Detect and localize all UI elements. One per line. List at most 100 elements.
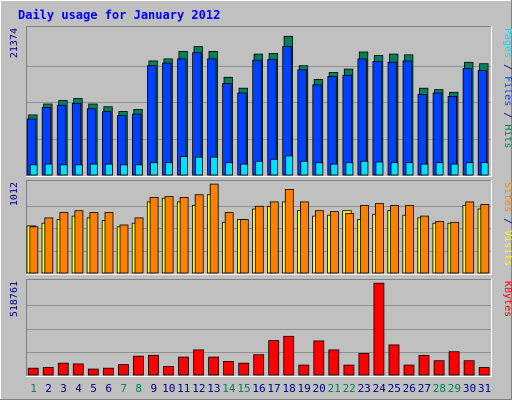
bar-files-day-14	[222, 83, 232, 176]
hits-ymax-label: 21374	[9, 28, 20, 58]
bar-sites-day-16	[254, 205, 264, 274]
bar-kbytes-day-21	[328, 349, 340, 376]
bar-files-day-22	[342, 74, 352, 176]
bar-kbytes-day-20	[313, 340, 325, 376]
bar-pages-day-20	[315, 162, 324, 176]
bar-sites-day-28	[435, 220, 445, 274]
bar-files-day-27	[417, 94, 427, 176]
chart-title: Daily usage for January 2012	[18, 8, 220, 22]
bar-files-day-16	[252, 59, 262, 176]
bar-kbytes-day-3	[57, 362, 69, 376]
bar-pages-day-27	[420, 163, 429, 176]
bar-sites-day-7	[119, 224, 129, 274]
bar-sites-day-22	[345, 212, 354, 274]
x-tick-label-day-7: 7	[120, 382, 127, 395]
bar-pages-day-21	[330, 163, 339, 176]
x-tick-label-day-31: 31	[478, 382, 491, 395]
visits-series-label-part-2: Visits	[502, 230, 512, 266]
bar-files-day-24	[372, 61, 382, 176]
x-tick-label-day-10: 10	[162, 382, 175, 395]
bar-sites-day-13	[209, 183, 219, 274]
bar-sites-day-10	[164, 196, 174, 274]
bar-pages-day-5	[89, 163, 98, 176]
bar-pages-day-23	[360, 160, 369, 176]
bar-kbytes-day-13	[208, 356, 220, 376]
bar-pages-day-18	[285, 155, 294, 176]
bar-sites-day-5	[89, 212, 99, 274]
bar-sites-day-15	[239, 219, 249, 274]
bar-sites-day-6	[104, 212, 114, 274]
x-tick-label-day-20: 20	[312, 382, 325, 395]
x-tick-label-day-8: 8	[135, 382, 142, 395]
bar-pages-day-26	[405, 162, 414, 176]
x-tick-label-day-30: 30	[463, 382, 476, 395]
bar-kbytes-day-1	[27, 367, 39, 376]
bar-files-day-23	[357, 58, 367, 176]
bar-files-day-29	[447, 96, 458, 176]
bar-pages-day-10	[165, 162, 173, 176]
bar-pages-day-24	[375, 161, 384, 176]
bar-kbytes-day-25	[388, 344, 400, 376]
bar-pages-day-19	[300, 160, 309, 176]
x-tick-label-day-21: 21	[328, 382, 341, 395]
bar-sites-day-4	[74, 210, 84, 274]
bar-sites-day-12	[194, 194, 204, 274]
hits-series-label-part-2: Files	[502, 76, 512, 106]
x-tick-label-day-14: 14	[222, 382, 236, 395]
bar-pages-day-17	[270, 158, 279, 176]
visits-series-label-part-0: Sites	[502, 182, 512, 212]
bar-pages-day-11	[180, 156, 188, 176]
x-tick-label-day-27: 27	[418, 382, 431, 395]
bar-sites-day-29	[450, 221, 460, 274]
bar-pages-day-28	[435, 162, 444, 176]
bar-pages-day-4	[74, 164, 83, 176]
panel-hits: 21374 Pages / Files / Hits	[9, 26, 512, 177]
bar-kbytes-day-27	[418, 354, 430, 376]
bar-sites-day-11	[179, 196, 189, 274]
bar-files-day-12	[192, 52, 202, 176]
bar-pages-day-12	[195, 156, 204, 176]
x-tick-label-day-9: 9	[150, 382, 157, 395]
bar-kbytes-day-11	[178, 356, 189, 376]
bar-pages-day-1	[29, 164, 38, 176]
bar-sites-day-25	[390, 204, 400, 274]
bar-files-day-21	[327, 76, 337, 176]
bar-kbytes-day-26	[403, 364, 415, 376]
kbytes-series-label: KBytes	[502, 281, 512, 317]
x-tick-label-day-22: 22	[343, 382, 356, 395]
panel-kbytes: 518761 KBytes	[9, 279, 512, 377]
bar-kbytes-day-10	[163, 365, 174, 376]
bar-pages-day-22	[345, 162, 354, 176]
bar-kbytes-day-16	[253, 354, 265, 376]
bar-sites-day-19	[299, 201, 309, 274]
kbytes-ymax-label: 518761	[9, 281, 20, 317]
bar-kbytes-day-22	[343, 364, 355, 376]
bar-files-day-30	[462, 68, 473, 176]
bar-sites-day-3	[59, 212, 69, 274]
bar-files-day-4	[71, 102, 82, 176]
bar-files-day-26	[402, 60, 412, 176]
hits-series-label-part-3: /	[502, 106, 512, 124]
bar-files-day-31	[477, 70, 488, 176]
bar-kbytes-day-12	[193, 349, 205, 376]
bar-kbytes-day-8	[132, 355, 144, 376]
bar-kbytes-day-6	[103, 367, 114, 376]
x-tick-label-day-4: 4	[75, 382, 82, 395]
series-pages	[29, 155, 489, 176]
bar-kbytes-day-31	[478, 367, 490, 376]
bar-kbytes-day-2	[42, 367, 54, 376]
bar-pages-day-16	[255, 160, 264, 176]
bar-sites-day-27	[420, 215, 430, 274]
bar-files-day-15	[237, 92, 247, 176]
x-tick-label-day-26: 26	[403, 382, 416, 395]
panel-visits: 1012 Sites / Visits	[9, 180, 512, 275]
bar-sites-day-18	[284, 188, 294, 274]
bar-pages-day-14	[225, 162, 234, 176]
bar-pages-day-3	[59, 164, 68, 176]
bar-pages-day-9	[150, 162, 158, 176]
x-tick-label-day-3: 3	[60, 382, 67, 395]
bar-sites-day-8	[134, 217, 144, 274]
x-tick-label-day-5: 5	[90, 382, 97, 395]
bar-files-day-9	[147, 65, 157, 176]
